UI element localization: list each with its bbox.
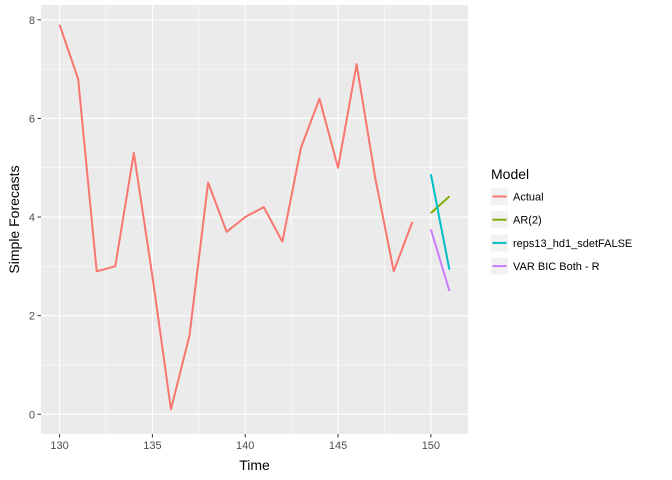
- series-line-1: [58, 24, 414, 411]
- y-tick-label: 2: [29, 311, 35, 323]
- series-lines: [58, 24, 451, 411]
- y-axis-tick-labels: 0 2 4 6 8: [29, 15, 35, 421]
- x-tick-label: 130: [50, 440, 68, 452]
- legend-items: Actual AR(2) reps13_hd1_sdetFALSE VAR BIC B…: [491, 188, 632, 275]
- axis-ticks: [37, 19, 432, 438]
- x-axis-title: Time: [239, 457, 270, 473]
- x-tick-label: 135: [143, 440, 161, 452]
- y-tick-label: 4: [29, 212, 35, 224]
- series-line-2: [430, 195, 451, 214]
- legend-label: AR(2): [513, 215, 542, 227]
- legend-label: VAR BIC Both - R: [513, 261, 600, 273]
- series-line-4: [429, 229, 451, 292]
- x-tick-label: 150: [422, 440, 440, 452]
- legend: Model Actual AR(2) reps13_hd1_sdetFALSE VAR…: [491, 166, 632, 275]
- x-tick-label: 145: [329, 440, 347, 452]
- major-gridlines: [41, 5, 468, 434]
- x-tick-label: 140: [236, 440, 254, 452]
- legend-label: Actual: [513, 192, 544, 204]
- y-tick-label: 0: [29, 409, 35, 421]
- y-tick-label: 6: [29, 113, 35, 125]
- legend-title: Model: [491, 166, 529, 182]
- plot-panel: [41, 5, 468, 434]
- series-line-3: [429, 173, 451, 270]
- y-tick-label: 8: [29, 15, 35, 27]
- legend-label: reps13_hd1_sdetFALSE: [513, 238, 632, 250]
- minor-gridlines: [41, 5, 468, 434]
- y-axis-title: Simple Forecasts: [6, 165, 22, 273]
- x-axis-tick-labels: 130 135 140 145 150: [50, 440, 440, 452]
